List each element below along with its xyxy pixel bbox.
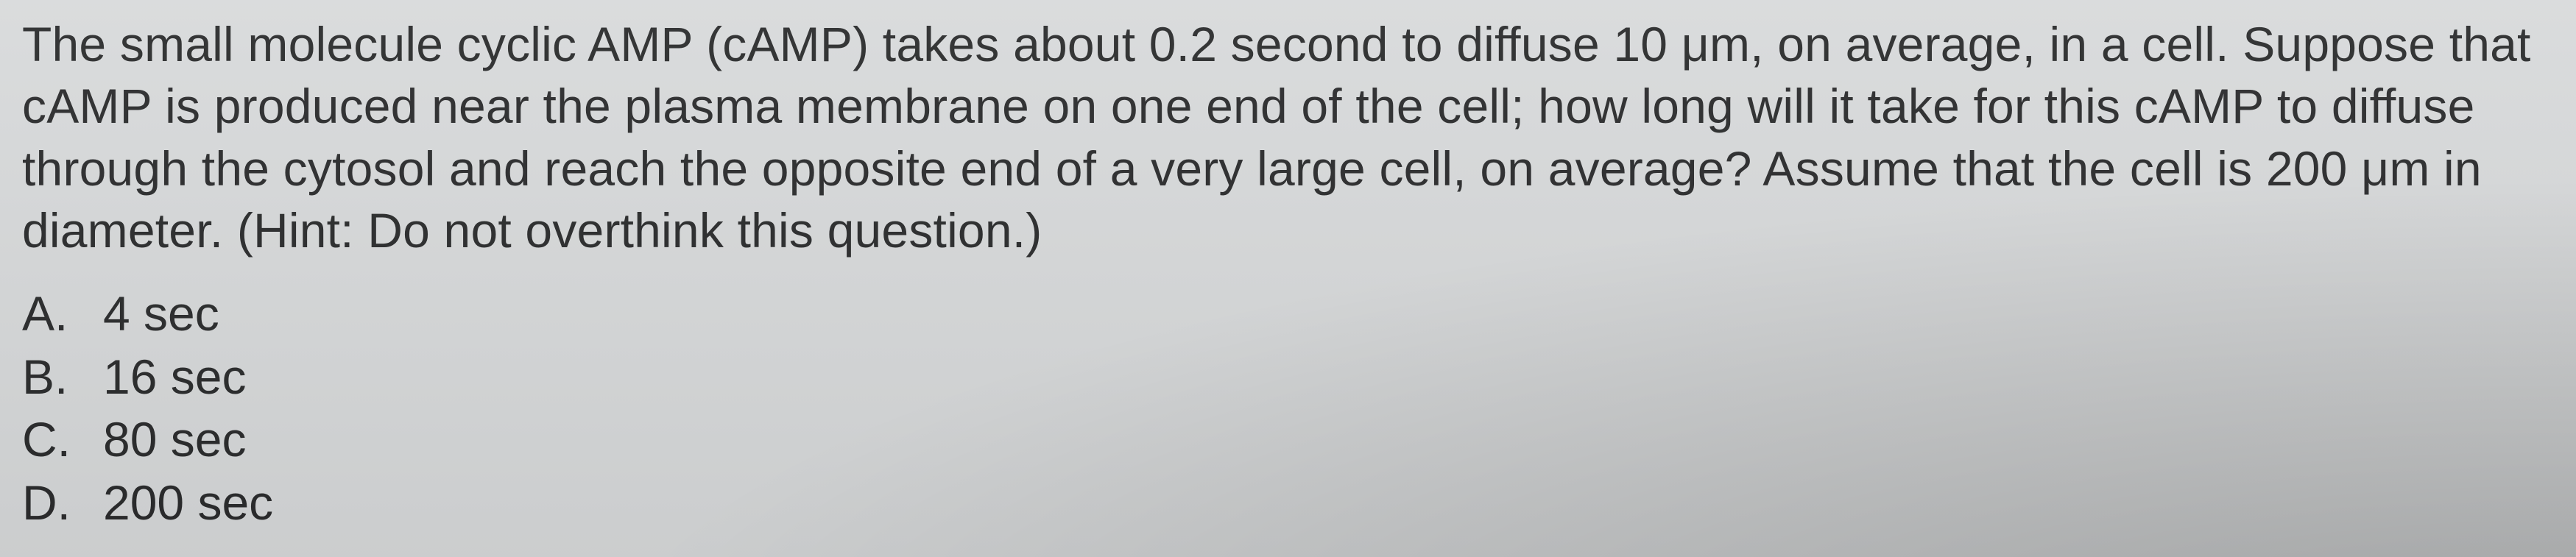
option-text-d: 200 sec <box>103 472 273 535</box>
option-row-d: D. 200 sec <box>22 472 2547 535</box>
question-page: The small molecule cyclic AMP (cAMP) tak… <box>0 0 2576 557</box>
option-text-c: 80 sec <box>103 408 246 472</box>
option-row-c: C. 80 sec <box>22 408 2547 472</box>
option-row-b: B. 16 sec <box>22 346 2547 409</box>
option-label-c: C. <box>22 408 103 472</box>
options-list: A. 4 sec B. 16 sec C. 80 sec D. 200 sec <box>22 283 2547 535</box>
question-text: The small molecule cyclic AMP (cAMP) tak… <box>22 13 2547 262</box>
option-row-a: A. 4 sec <box>22 283 2547 346</box>
option-label-b: B. <box>22 346 103 409</box>
option-label-d: D. <box>22 472 103 535</box>
option-label-a: A. <box>22 283 103 346</box>
option-text-b: 16 sec <box>103 346 246 409</box>
option-text-a: 4 sec <box>103 283 219 346</box>
